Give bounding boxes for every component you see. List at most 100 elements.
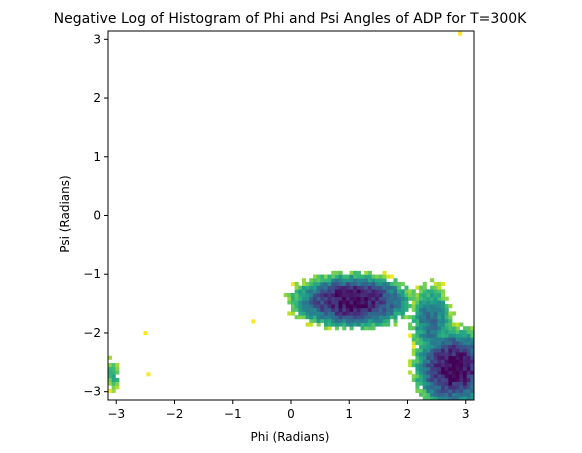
heatmap-cell bbox=[441, 311, 446, 316]
heatmap-cell bbox=[301, 304, 307, 309]
heatmap-cell bbox=[323, 307, 328, 312]
heatmap-cell bbox=[466, 370, 471, 375]
heatmap-cell bbox=[470, 374, 475, 379]
heatmap-cell bbox=[437, 289, 442, 294]
heatmap-cell bbox=[312, 318, 318, 323]
heatmap-cell bbox=[433, 296, 438, 301]
heatmap-cell bbox=[422, 374, 427, 379]
heatmap-cell bbox=[408, 315, 413, 320]
heatmap-cell bbox=[452, 366, 457, 371]
heatmap-cell bbox=[430, 381, 435, 386]
heatmap-cell bbox=[367, 326, 372, 331]
heatmap-cell bbox=[404, 289, 409, 294]
heatmap-cell bbox=[426, 337, 431, 342]
heatmap-cell bbox=[441, 322, 446, 327]
heatmap-cell bbox=[327, 315, 332, 320]
heatmap-cell bbox=[463, 385, 468, 390]
heatmap-cell bbox=[419, 377, 424, 382]
heatmap-cell bbox=[459, 385, 464, 390]
heatmap-cell bbox=[294, 315, 299, 320]
heatmap-cell bbox=[441, 326, 446, 331]
heatmap-cell bbox=[353, 304, 358, 309]
heatmap-cell bbox=[360, 326, 365, 331]
heatmap-cell bbox=[411, 318, 416, 323]
heatmap-cell bbox=[426, 340, 431, 346]
heatmap-cell bbox=[334, 322, 339, 327]
heatmap-cell bbox=[364, 274, 369, 279]
heatmap-cell bbox=[323, 278, 328, 283]
heatmap-cell bbox=[298, 285, 303, 290]
heatmap-cell bbox=[444, 370, 449, 375]
heatmap-cell bbox=[375, 307, 380, 312]
heatmap-cell bbox=[309, 322, 314, 327]
heatmap-cell bbox=[349, 274, 354, 279]
heatmap-cell bbox=[389, 292, 394, 298]
heatmap-cell bbox=[338, 322, 343, 327]
heatmap-cell bbox=[437, 337, 442, 342]
heatmap-cell bbox=[452, 344, 457, 349]
heatmap-cell bbox=[353, 274, 358, 279]
heatmap-cell bbox=[455, 385, 460, 390]
heatmap-cell bbox=[463, 388, 468, 394]
heatmap-cell bbox=[356, 307, 361, 312]
heatmap-cell bbox=[408, 296, 413, 301]
heatmap-cell bbox=[463, 329, 468, 334]
heatmap-cell bbox=[360, 307, 365, 312]
x-tick-label: −2 bbox=[166, 407, 184, 421]
heatmap-cell bbox=[393, 315, 398, 320]
heatmap-cell bbox=[426, 333, 431, 338]
heatmap-cell bbox=[437, 352, 442, 357]
heatmap-cell bbox=[386, 274, 391, 279]
heatmap-cell bbox=[448, 337, 453, 342]
heatmap-cell bbox=[389, 296, 394, 301]
heatmap-cell bbox=[367, 318, 372, 323]
heatmap-cell bbox=[463, 366, 468, 371]
heatmap-cell bbox=[338, 285, 343, 290]
heatmap-cell bbox=[463, 396, 468, 401]
heatmap-cell bbox=[433, 348, 438, 353]
heatmap-cell bbox=[338, 292, 343, 298]
heatmap-cell bbox=[452, 388, 457, 394]
heatmap-cell bbox=[393, 304, 398, 309]
heatmap-cell bbox=[408, 326, 413, 331]
heatmap-cell bbox=[305, 300, 310, 305]
heatmap-cell bbox=[364, 292, 369, 298]
heatmap-cell bbox=[448, 366, 453, 371]
x-tick-label: 2 bbox=[404, 407, 412, 421]
heatmap-cell bbox=[448, 344, 453, 349]
heatmap-cell bbox=[301, 285, 307, 290]
y-tick-label: −1 bbox=[83, 267, 101, 281]
heatmap-cell bbox=[294, 304, 299, 309]
heatmap-cell bbox=[437, 396, 442, 401]
heatmap-cell bbox=[400, 307, 405, 312]
heatmap-cell bbox=[466, 374, 471, 379]
heatmap-cell bbox=[448, 392, 453, 397]
heatmap-cell bbox=[338, 270, 343, 275]
heatmap-cell bbox=[386, 322, 391, 327]
heatmap-cell bbox=[334, 296, 339, 301]
heatmap-cell bbox=[441, 388, 446, 394]
heatmap-cell bbox=[404, 300, 409, 305]
heatmap-cell bbox=[393, 318, 398, 323]
heatmap-cell bbox=[415, 296, 420, 301]
heatmap-cell bbox=[312, 315, 318, 320]
heatmap-cell bbox=[367, 292, 372, 298]
heatmap-cell bbox=[342, 326, 347, 331]
heatmap-cell bbox=[382, 318, 387, 323]
heatmap-cell bbox=[294, 292, 299, 298]
heatmap-cell bbox=[448, 355, 453, 360]
heatmap-cell bbox=[455, 396, 460, 401]
heatmap-cell bbox=[323, 274, 328, 279]
heatmap-cell bbox=[444, 396, 449, 401]
heatmap-cell bbox=[382, 270, 387, 275]
heatmap-cell bbox=[448, 322, 453, 327]
heatmap-cell bbox=[327, 311, 332, 316]
heatmap-cell bbox=[455, 377, 460, 382]
heatmap-cell bbox=[371, 307, 376, 312]
heatmap-cell bbox=[108, 355, 113, 360]
heatmap-cell bbox=[312, 289, 318, 294]
heatmap-cell bbox=[430, 352, 435, 357]
heatmap-cell bbox=[397, 311, 402, 316]
heatmap-cell bbox=[430, 304, 435, 309]
heatmap-cell bbox=[419, 363, 424, 368]
